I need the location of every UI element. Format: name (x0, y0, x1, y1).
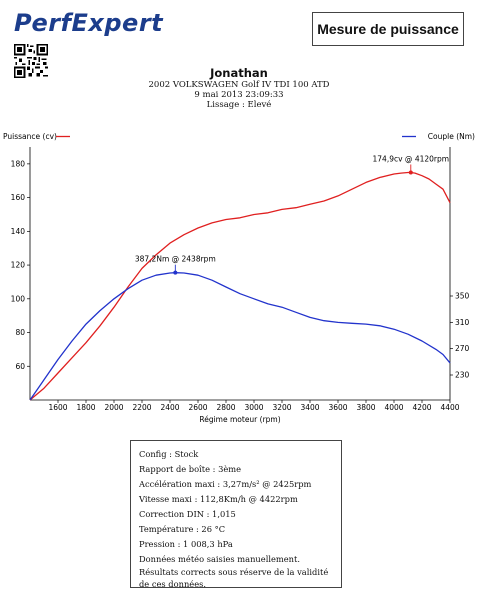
peak-marker-dot (408, 170, 413, 175)
vehicle-info: 2002 VOLKSWAGEN Golf IV TDI 100 ATD (148, 80, 330, 90)
x-tick-label: 2600 (188, 403, 207, 412)
weather-note: Données météo saisies manuellement. Résu… (139, 554, 329, 589)
x-axis-label: Régime moteur (rpm) (199, 415, 280, 424)
y-left-tick-label: 160 (11, 193, 26, 202)
x-tick-label: 2000 (104, 403, 123, 412)
x-tick-label: 2800 (216, 403, 235, 412)
config-line: Correction DIN : 1,015 (139, 509, 236, 519)
torque-curve (29, 272, 451, 401)
config-line: Température : 26 °C (139, 524, 226, 534)
y-left-tick-label: 180 (11, 159, 26, 168)
x-tick-label: 3000 (244, 403, 263, 412)
x-tick-label: 3400 (300, 403, 319, 412)
x-tick-label: 2400 (160, 403, 179, 412)
config-line: Vitesse maxi : 112,8Km/h @ 4422rpm (139, 494, 298, 504)
y-right-tick-label: 230 (455, 371, 470, 380)
x-tick-label: 2200 (132, 403, 151, 412)
measure-date: 9 mai 2013 23:09:33 (194, 90, 284, 100)
y-right-tick-label: 350 (455, 292, 470, 301)
peak-marker-dot (173, 270, 178, 275)
smoothing-info: Lissage : Elevé (206, 100, 272, 110)
legend-torque-label: Couple (Nm) (428, 132, 475, 141)
x-tick-label: 3200 (272, 403, 291, 412)
x-tick-label: 1600 (48, 403, 67, 412)
power-torque-chart: Puissance (cv) Couple (Nm) 1600 1800 2000 2… (3, 132, 475, 424)
y-left-tick-label: 120 (11, 261, 26, 270)
peak-power-label: 174,9cv @ 4120rpm (373, 154, 450, 163)
x-tick-label: 4200 (412, 403, 431, 412)
y-right-tick-label: 310 (455, 318, 470, 327)
qr-code-icon (14, 44, 48, 78)
config-line: Config : Stock (139, 449, 199, 459)
x-tick-label: 3600 (328, 403, 347, 412)
perfexpert-logo: PerfExpert (14, 9, 164, 37)
x-tick-label: 1800 (76, 403, 95, 412)
legend-power-label: Puissance (cv) (3, 132, 57, 141)
config-line: Rapport de boîte : 3ème (139, 464, 242, 474)
peak-torque-label: 387,2Nm @ 2438rpm (135, 255, 216, 264)
y-left-tick-label: 140 (11, 227, 26, 236)
x-tick-label: 4000 (384, 403, 403, 412)
customer-name: Jonathan (210, 66, 268, 80)
y-left-tick-label: 60 (15, 362, 25, 371)
report-title-box: Mesure de puissance (312, 12, 464, 46)
x-tick-label: 4400 (440, 403, 459, 412)
y-right-tick-label: 270 (455, 344, 470, 353)
config-line: Accélération maxi : 3,27m/s² @ 2425rpm (139, 479, 312, 489)
y-left-tick-label: 80 (15, 328, 25, 337)
report-title: Mesure de puissance (317, 21, 459, 37)
y-left-tick-label: 100 (11, 294, 26, 303)
config-panel: Config : Stock Rapport de boîte : 3ème A… (130, 440, 342, 589)
config-line: Pression : 1 008,3 hPa (139, 539, 233, 549)
x-tick-label: 3800 (356, 403, 375, 412)
power-curve (29, 171, 451, 401)
